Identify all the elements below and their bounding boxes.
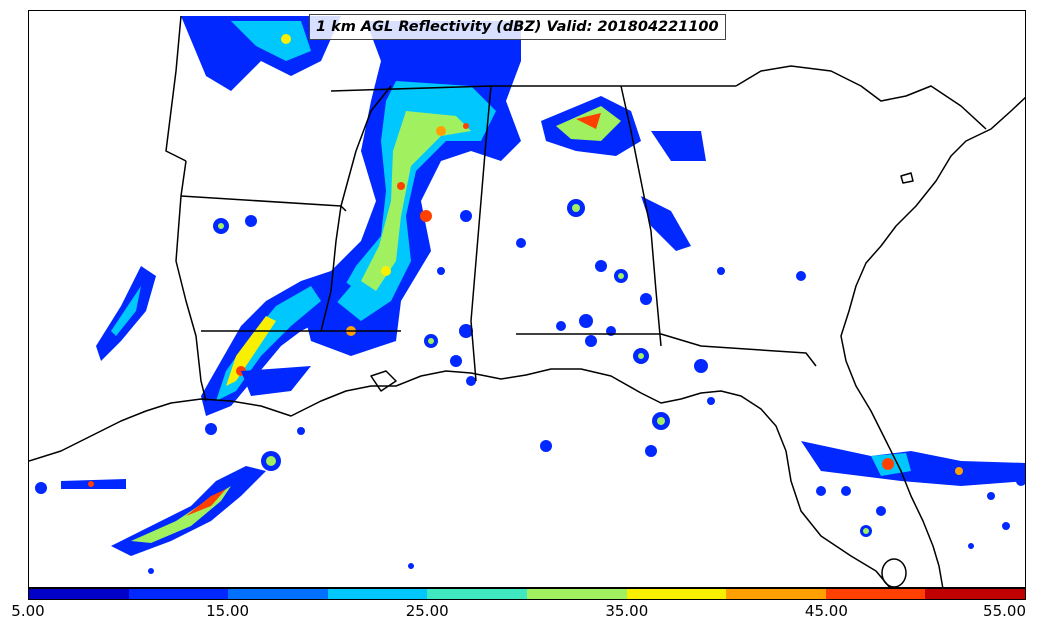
colorbar-segment-5 [526,589,627,599]
colorbar [28,588,1026,600]
colorbar-tick-label: 45.00 [804,602,848,620]
colorbar-segment-4 [427,589,527,599]
map-title: 1 km AGL Reflectivity (dBZ) Valid: 20180… [309,14,726,40]
echo-band-florida [801,441,1025,486]
colorbar-segment-9 [925,589,1025,599]
colorbar-segment-6 [626,589,727,599]
atlantic-coast [840,96,1025,587]
reflectivity-echoes [35,16,1025,574]
colorbar-tick-label: 35.00 [605,602,649,620]
colorbar-segment-0 [29,589,129,599]
colorbar-tick-label: 55.00 [983,602,1026,620]
reflectivity-map [29,15,1025,587]
echo-band-gulf [111,466,266,556]
colorbar-segment-3 [327,589,428,599]
colorbar-segment-1 [128,589,229,599]
geographic-boundaries [29,15,1025,587]
colorbar-tick-label: 5.00 [11,602,45,620]
colorbar-segment-7 [726,589,826,599]
coastline [29,368,891,587]
colorbar-tick-label: 25.00 [405,602,449,620]
colorbar-tick-label: 15.00 [206,602,250,620]
colorbar-segment-8 [825,589,926,599]
map-frame [28,10,1026,588]
colorbar-segment-2 [228,589,328,599]
